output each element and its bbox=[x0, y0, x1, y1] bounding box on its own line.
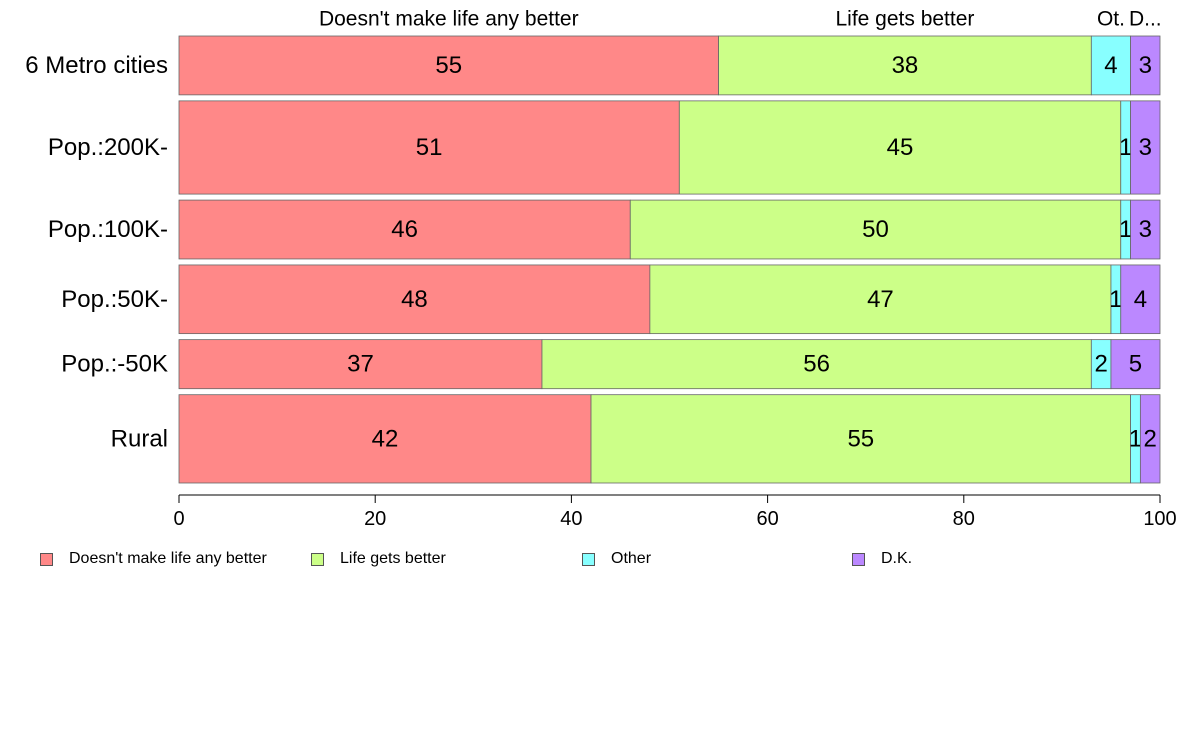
data-label: 2 bbox=[1094, 351, 1107, 378]
x-tick-label: 80 bbox=[953, 508, 975, 530]
data-label: 3 bbox=[1139, 52, 1152, 79]
data-label: 37 bbox=[347, 351, 374, 378]
legend-label: Other bbox=[611, 550, 652, 567]
data-label: 55 bbox=[435, 52, 462, 79]
bar-segment bbox=[178, 264, 651, 335]
bar-segment bbox=[678, 100, 1122, 195]
bar-segment bbox=[178, 339, 543, 390]
bar-segment bbox=[590, 394, 1131, 484]
category-labels: 6 Metro cities Pop.:200K- Pop.:100K- Pop.:5… bbox=[25, 52, 168, 452]
legend-swatch bbox=[852, 552, 865, 566]
top-label: Ot. bbox=[1097, 8, 1125, 31]
legend-label: Doesn't make life any better bbox=[69, 550, 267, 567]
legend: Doesn't make life any better Life gets b… bbox=[0, 548, 1188, 572]
data-label: 38 bbox=[892, 52, 919, 79]
top-label: D... bbox=[1129, 8, 1162, 31]
data-label: 1 bbox=[1109, 286, 1122, 313]
legend-label: D.K. bbox=[881, 550, 913, 567]
top-column-labels: Doesn't make life any better Life gets be… bbox=[319, 8, 1162, 31]
bar-segment bbox=[1139, 394, 1161, 484]
bar-segment bbox=[718, 35, 1092, 96]
data-label: 1 bbox=[1129, 425, 1142, 452]
category-label: Pop.:200K- bbox=[48, 134, 168, 161]
data-label: 4 bbox=[1134, 286, 1147, 313]
data-label: 2 bbox=[1144, 425, 1157, 452]
category-label: Pop.:50K- bbox=[61, 286, 168, 313]
legend-item: Doesn't make life any better bbox=[40, 548, 267, 570]
bar-segment bbox=[1130, 100, 1161, 195]
category-label: Rural bbox=[111, 425, 168, 452]
x-tick-label: 60 bbox=[756, 508, 778, 530]
bar-segment bbox=[1130, 199, 1161, 260]
bar-segment bbox=[1130, 35, 1161, 96]
data-label: 42 bbox=[372, 425, 399, 452]
bar-segment bbox=[1110, 339, 1161, 390]
data-label: 51 bbox=[416, 134, 443, 161]
bar-segment bbox=[1120, 264, 1161, 335]
data-label: 45 bbox=[887, 134, 914, 161]
data-label: 50 bbox=[862, 216, 889, 243]
bar-segment bbox=[178, 100, 680, 195]
data-label: 55 bbox=[847, 425, 874, 452]
legend-swatch bbox=[40, 552, 53, 566]
data-label: 3 bbox=[1139, 216, 1152, 243]
bar-segment bbox=[541, 339, 1092, 390]
data-label: 1 bbox=[1119, 216, 1132, 243]
legend-item: Life gets better bbox=[311, 548, 446, 570]
data-label: 3 bbox=[1139, 134, 1152, 161]
bar-segment bbox=[649, 264, 1112, 335]
data-label: 56 bbox=[803, 351, 830, 378]
category-label: 6 Metro cities bbox=[25, 52, 168, 79]
legend-item: D.K. bbox=[852, 548, 912, 570]
legend-label: Life gets better bbox=[340, 550, 446, 567]
x-tick-label: 0 bbox=[173, 508, 184, 530]
x-tick-label: 100 bbox=[1143, 508, 1176, 530]
category-label: Pop.:-50K bbox=[61, 351, 168, 378]
data-label: 1 bbox=[1119, 134, 1132, 161]
data-label: 46 bbox=[391, 216, 418, 243]
x-tick-label: 40 bbox=[560, 508, 582, 530]
category-label: Pop.:100K- bbox=[48, 216, 168, 243]
bar-segment bbox=[1090, 35, 1131, 96]
x-axis: 0 20 40 60 80 100 bbox=[173, 494, 1177, 530]
data-label: 5 bbox=[1129, 351, 1142, 378]
legend-swatch bbox=[582, 552, 595, 566]
top-label: Life gets better bbox=[835, 8, 974, 31]
legend-item: Other bbox=[582, 548, 651, 570]
data-label: 4 bbox=[1104, 52, 1117, 79]
data-label: 47 bbox=[867, 286, 894, 313]
legend-swatch bbox=[311, 552, 324, 566]
top-label: Doesn't make life any better bbox=[319, 8, 579, 31]
bar-segment bbox=[178, 199, 631, 260]
bar-segment bbox=[178, 394, 592, 484]
x-tick-label: 20 bbox=[364, 508, 386, 530]
data-label: 48 bbox=[401, 286, 428, 313]
bar-segment bbox=[629, 199, 1122, 260]
bars-group: 55 38 4 351 45 1 346 50 1 348 47 1 437 56 2 542 55 1 2 bbox=[178, 35, 1161, 484]
bar-segment bbox=[178, 35, 719, 96]
